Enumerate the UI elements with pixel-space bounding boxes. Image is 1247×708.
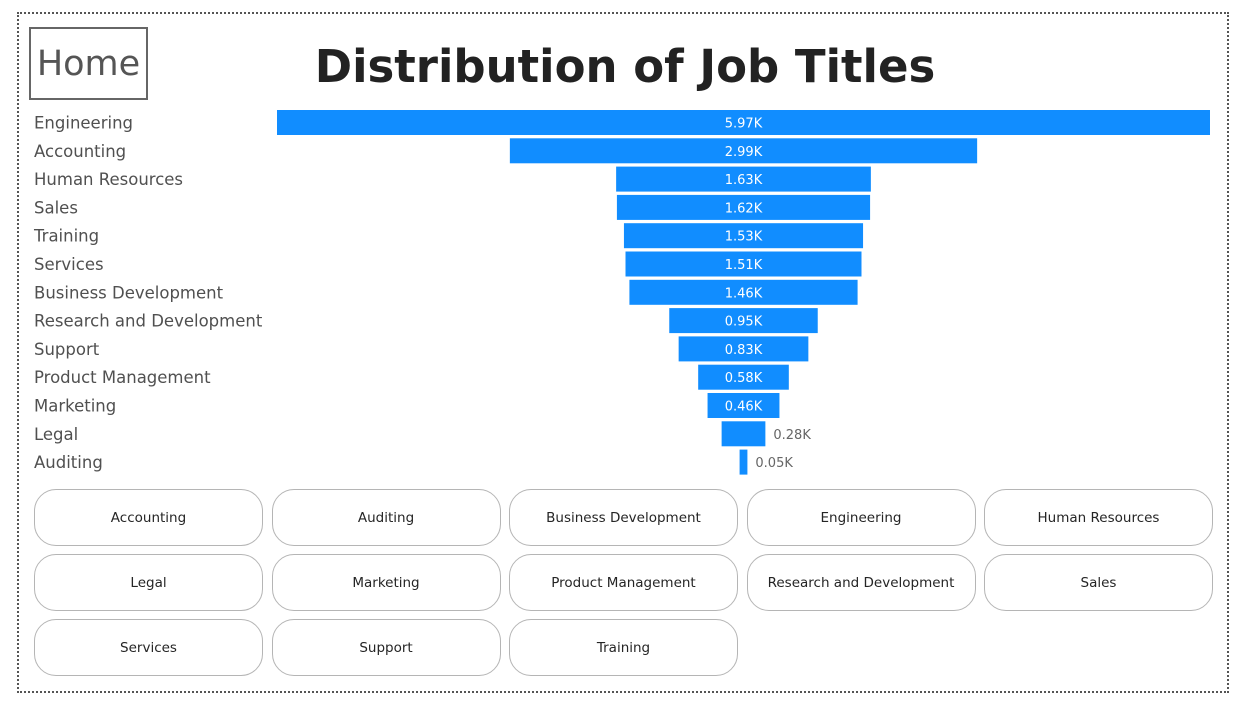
- data-label: 0.58K: [725, 371, 763, 386]
- data-label: 1.62K: [725, 201, 763, 216]
- category-label: Legal: [34, 425, 78, 444]
- data-label: 0.95K: [725, 315, 763, 330]
- slicer-button[interactable]: Research and Development: [746, 554, 976, 611]
- funnel-bar[interactable]: [277, 110, 1210, 135]
- funnel-chart: Engineering 5.97K Accounting 2.99K Human Res…: [33, 110, 1210, 475]
- category-label: Human Resources: [34, 170, 183, 189]
- slicer-button[interactable]: Product Management: [509, 554, 738, 611]
- category-label: Engineering: [34, 114, 133, 133]
- slicer-button[interactable]: Services: [34, 619, 263, 676]
- category-label: Business Development: [34, 283, 224, 302]
- funnel-bar[interactable]: [623, 223, 864, 249]
- data-label: 5.97K: [725, 117, 763, 132]
- data-label: 0.83K: [725, 343, 763, 358]
- slicer-button[interactable]: Training: [509, 619, 738, 676]
- funnel-bar[interactable]: [629, 279, 858, 305]
- funnel-bar[interactable]: [669, 308, 818, 334]
- funnel-bar[interactable]: [616, 166, 871, 192]
- slicer-button[interactable]: Accounting: [34, 489, 263, 546]
- data-label: 1.53K: [725, 230, 763, 245]
- slicer-button[interactable]: Legal: [34, 554, 263, 611]
- category-label: Auditing: [34, 453, 103, 472]
- slicer-button[interactable]: Human Resources: [984, 489, 1213, 546]
- funnel-bar[interactable]: [721, 421, 766, 447]
- funnel-bar[interactable]: [509, 138, 978, 164]
- slicer-button[interactable]: Engineering: [746, 489, 976, 546]
- report-frame: [17, 12, 1229, 693]
- funnel-bar[interactable]: [625, 251, 862, 277]
- category-label: Product Management: [34, 368, 211, 387]
- category-label: Sales: [34, 198, 78, 217]
- data-label: 0.28K: [773, 428, 811, 443]
- funnel-bar[interactable]: [678, 336, 809, 362]
- slicer-button[interactable]: Sales: [984, 554, 1213, 611]
- slicer-button[interactable]: Business Development: [509, 489, 738, 546]
- funnel-bar[interactable]: [707, 393, 780, 418]
- home-button[interactable]: Home: [29, 27, 148, 100]
- data-label: 0.05K: [755, 456, 793, 471]
- page-title: Distribution of Job Titles: [314, 40, 936, 93]
- category-label: Research and Development: [34, 312, 263, 331]
- data-label: 1.63K: [725, 173, 763, 188]
- category-label: Marketing: [34, 397, 116, 416]
- slicer-button[interactable]: Auditing: [271, 489, 501, 546]
- category-label: Support: [34, 340, 100, 359]
- slicer-button[interactable]: Support: [271, 619, 501, 676]
- funnel-bar[interactable]: [616, 194, 871, 220]
- category-label: Training: [33, 227, 99, 246]
- slicer-button[interactable]: Marketing: [271, 554, 501, 611]
- category-label: Services: [34, 255, 104, 274]
- funnel-bar[interactable]: [698, 364, 789, 390]
- data-label: 0.46K: [725, 400, 763, 415]
- data-label: 1.51K: [725, 258, 763, 273]
- funnel-bar[interactable]: [739, 449, 748, 475]
- data-label: 1.46K: [725, 286, 763, 301]
- data-label: 2.99K: [725, 145, 763, 160]
- category-label: Accounting: [34, 142, 126, 161]
